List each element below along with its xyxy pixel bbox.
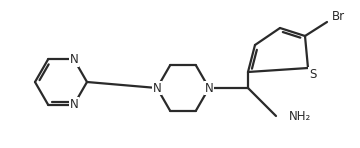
Text: NH₂: NH₂	[289, 110, 311, 123]
Text: N: N	[204, 82, 213, 95]
Text: S: S	[309, 67, 317, 81]
Text: N: N	[69, 53, 78, 66]
Text: N: N	[69, 98, 78, 111]
Text: Br: Br	[332, 9, 345, 22]
Text: N: N	[153, 82, 161, 95]
